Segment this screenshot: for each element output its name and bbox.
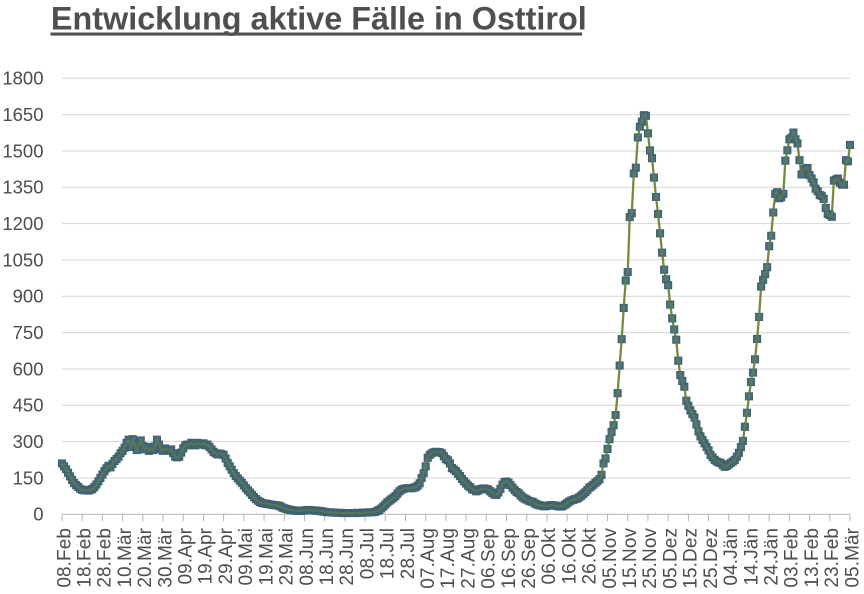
svg-text:750: 750 [13,322,44,343]
svg-text:16.Okt: 16.Okt [559,527,580,584]
svg-text:20.Mär: 20.Mär [135,527,156,587]
svg-text:16.Sep: 16.Sep [499,528,520,589]
svg-text:08.Jun: 08.Jun [297,528,318,586]
svg-text:25.Nov: 25.Nov [640,528,661,589]
svg-text:1650: 1650 [2,104,43,125]
svg-text:14.Jän: 14.Jän [741,528,762,586]
svg-text:24.Jän: 24.Jän [761,528,782,586]
svg-text:09.Mai: 09.Mai [236,528,257,586]
svg-text:18.Feb: 18.Feb [75,528,96,588]
svg-text:03.Feb: 03.Feb [782,528,803,588]
svg-text:09.Apr: 09.Apr [176,527,197,584]
svg-text:1200: 1200 [2,213,43,234]
svg-text:13.Feb: 13.Feb [802,528,823,588]
svg-text:29.Apr: 29.Apr [216,527,237,584]
svg-text:15.Nov: 15.Nov [620,528,641,589]
svg-text:28.Jul: 28.Jul [398,528,419,579]
svg-text:05.Nov: 05.Nov [600,528,621,589]
svg-text:26.Sep: 26.Sep [519,528,540,589]
svg-text:28.Jun: 28.Jun [337,528,358,586]
svg-text:0: 0 [33,504,43,525]
svg-text:1800: 1800 [2,68,43,89]
svg-text:19.Mai: 19.Mai [256,528,277,586]
svg-text:15.Dez: 15.Dez [681,528,702,589]
svg-text:600: 600 [13,358,44,379]
svg-text:06.Sep: 06.Sep [479,528,500,589]
svg-text:450: 450 [13,395,44,416]
svg-text:18.Jun: 18.Jun [317,528,338,586]
svg-text:30.Mär: 30.Mär [155,527,176,587]
svg-text:23.Feb: 23.Feb [822,528,843,588]
svg-text:04.Jän: 04.Jän [721,528,742,586]
svg-text:300: 300 [13,431,44,452]
svg-text:25.Dez: 25.Dez [701,528,722,589]
svg-text:29.Mai: 29.Mai [277,528,298,586]
svg-text:27.Aug: 27.Aug [458,528,479,589]
svg-text:07.Aug: 07.Aug [418,528,439,589]
svg-text:Entwicklung aktive Fälle in Os: Entwicklung aktive Fälle in Osttirol [51,1,587,37]
svg-text:1050: 1050 [2,249,43,270]
svg-text:18.Jul: 18.Jul [378,528,399,579]
svg-text:19.Apr: 19.Apr [196,527,217,584]
svg-text:1500: 1500 [2,140,43,161]
svg-text:06.Okt: 06.Okt [539,527,560,584]
svg-text:10.Mär: 10.Mär [115,527,136,587]
svg-text:150: 150 [13,467,44,488]
svg-text:28.Feb: 28.Feb [95,528,116,588]
svg-text:08.Feb: 08.Feb [54,528,75,588]
svg-text:17.Aug: 17.Aug [438,528,459,589]
svg-text:26.Okt: 26.Okt [580,527,601,584]
svg-text:900: 900 [13,286,44,307]
svg-text:05.Mär: 05.Mär [842,527,863,587]
svg-text:08.Jul: 08.Jul [357,528,378,579]
svg-text:1350: 1350 [2,177,43,198]
svg-text:05.Dez: 05.Dez [660,528,681,589]
